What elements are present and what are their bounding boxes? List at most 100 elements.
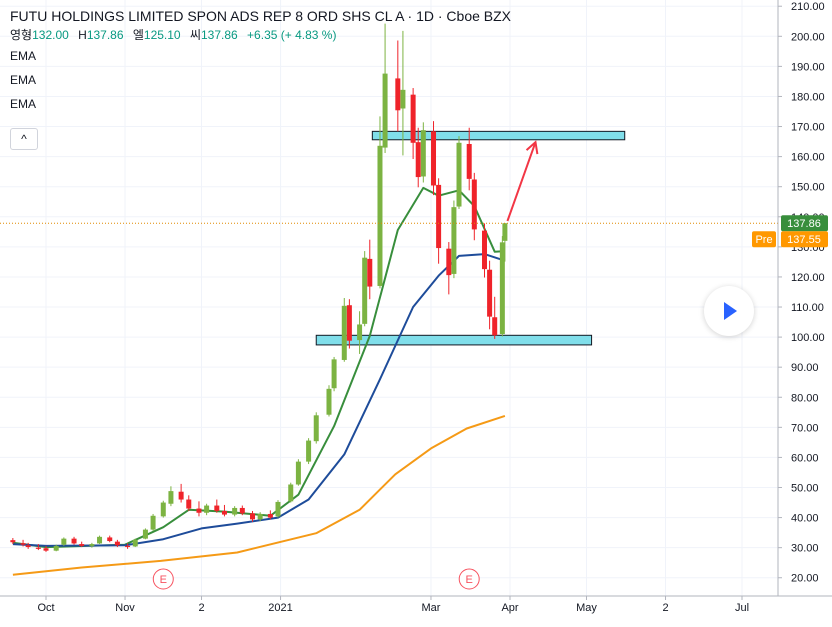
open-value: 132.00	[32, 28, 69, 42]
candle	[420, 122, 426, 183]
candle	[499, 236, 505, 337]
candle-body	[341, 305, 347, 360]
y-tick-label: 60.00	[791, 452, 819, 464]
candle	[446, 242, 452, 295]
candle-body	[377, 145, 383, 286]
candle-body	[415, 142, 421, 178]
candle-body	[382, 73, 388, 148]
candle-body	[25, 545, 31, 548]
candle	[395, 40, 401, 132]
candle	[331, 356, 337, 392]
candle	[451, 200, 457, 279]
collapse-legend-button[interactable]: ^	[10, 128, 38, 150]
candle	[341, 297, 347, 362]
candle	[250, 510, 256, 522]
candle	[10, 538, 16, 545]
candle-body	[466, 143, 472, 179]
candle	[410, 88, 416, 160]
candle-body	[125, 545, 131, 548]
candle-body	[367, 258, 373, 287]
play-icon	[724, 302, 737, 320]
candle	[142, 528, 148, 540]
candle	[502, 223, 508, 262]
y-tick-label: 50.00	[791, 483, 819, 495]
symbol-title[interactable]: FUTU HOLDINGS LIMITED SPON ADS REP 8 ORD…	[10, 8, 512, 24]
indicator-ema-1[interactable]: EMA	[10, 49, 37, 63]
candle	[160, 500, 166, 518]
candle-body	[239, 507, 245, 514]
candle-body	[487, 269, 493, 317]
y-tick-label: 70.00	[791, 422, 819, 434]
candle-body	[168, 491, 174, 504]
close-value: 137.86	[201, 28, 238, 42]
chart-legend: FUTU HOLDINGS LIMITED SPON ADS REP 8 ORD…	[10, 6, 511, 116]
candle	[466, 127, 472, 191]
candle	[97, 535, 103, 545]
candle-body	[142, 529, 148, 539]
candle	[168, 486, 174, 507]
change-value: +6.35 (+ 4.83 %)	[247, 28, 337, 42]
candle	[436, 178, 442, 264]
indicator-ema-2[interactable]: EMA	[10, 73, 37, 87]
candle-body	[400, 89, 406, 109]
pre-label: Pre	[755, 234, 772, 246]
candle-body	[446, 248, 452, 276]
high-value: 137.86	[86, 28, 124, 42]
candle	[492, 296, 498, 339]
indicator-ema-3[interactable]: EMA	[10, 97, 37, 111]
candle	[267, 510, 273, 520]
candle-body	[250, 513, 256, 520]
ema-line	[12, 186, 505, 549]
candle	[382, 23, 388, 154]
replay-button[interactable]	[704, 286, 754, 336]
candle-body	[362, 257, 368, 324]
candle	[20, 539, 26, 547]
x-tick-label: 2021	[268, 602, 292, 614]
candle-body	[71, 538, 77, 544]
candle	[53, 544, 59, 552]
candle	[79, 541, 85, 548]
candle-body	[97, 536, 103, 544]
candle	[178, 483, 184, 503]
candle-body	[357, 324, 363, 341]
y-tick-label: 80.00	[791, 392, 819, 404]
candle-body	[502, 223, 508, 241]
y-tick-label: 20.00	[791, 573, 819, 585]
candle-body	[10, 540, 16, 543]
candle	[306, 438, 312, 465]
candle	[313, 412, 319, 444]
zone-rectangle	[371, 130, 626, 141]
candle	[232, 506, 238, 517]
candle	[456, 136, 462, 209]
candle	[275, 500, 281, 518]
candle	[346, 299, 352, 349]
candle-body	[331, 359, 337, 389]
last-price-tag	[781, 215, 828, 232]
candle	[61, 537, 67, 546]
candle-body	[132, 539, 138, 547]
candle-body	[456, 142, 462, 207]
candle-body	[431, 131, 437, 186]
candle	[221, 504, 227, 517]
candle-body	[53, 545, 59, 551]
candle-body	[107, 537, 113, 542]
earnings-label: E	[466, 574, 473, 586]
candle-body	[395, 78, 401, 111]
pre-label-tag	[752, 231, 776, 248]
candle	[367, 239, 373, 300]
low-value: 125.10	[143, 28, 181, 42]
candle	[89, 542, 95, 548]
candle-body	[326, 388, 332, 415]
candle	[482, 223, 488, 278]
candle-body	[20, 543, 26, 545]
x-tick-label: 2	[198, 602, 204, 614]
y-tick-label: 180.00	[791, 91, 825, 103]
y-tick-label: 120.00	[791, 272, 825, 284]
candle	[400, 30, 406, 156]
candle	[35, 544, 41, 551]
candle-body	[482, 230, 488, 270]
y-tick-label: 30.00	[791, 543, 819, 555]
candle	[239, 505, 245, 516]
